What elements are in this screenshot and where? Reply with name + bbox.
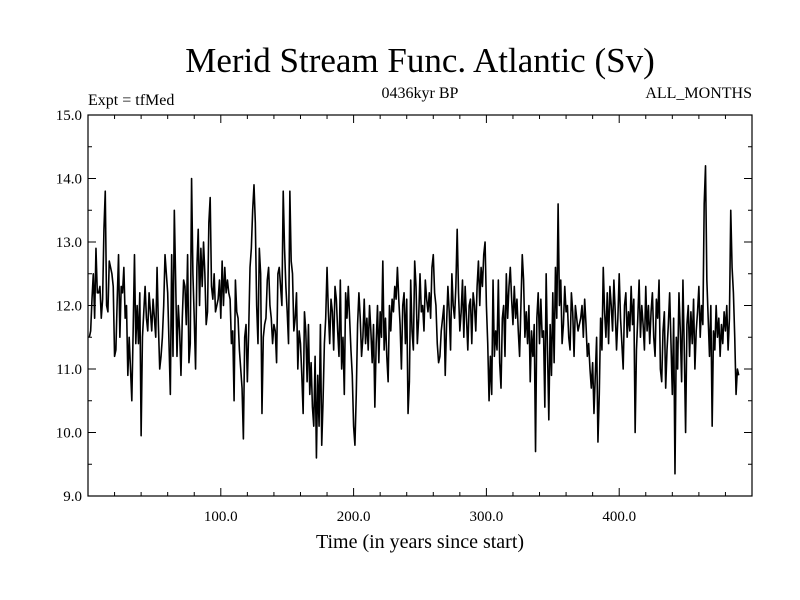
y-tick-label: 11.0 xyxy=(56,362,82,378)
x-axis-label: Time (in years since start) xyxy=(316,531,524,553)
y-tick-label: 14.0 xyxy=(56,172,82,188)
y-tick-label: 12.0 xyxy=(56,299,82,315)
period-label: 0436kyr BP xyxy=(382,85,459,102)
plot-area: 9.0 10.0 11.0 12.0 13.0 14.0 15.0 100.0 200.0 300… xyxy=(56,108,753,525)
chart-title: Merid Stream Func. Atlantic (Sv) xyxy=(185,41,655,80)
experiment-label: Expt = tfMed xyxy=(88,92,174,109)
y-tick-label: 13.0 xyxy=(56,235,82,251)
series-line-0 xyxy=(88,165,740,475)
x-tick-label: 200.0 xyxy=(337,509,371,525)
y-tick-label: 15.0 xyxy=(56,108,82,124)
x-tick-label: 100.0 xyxy=(204,509,238,525)
y-tick-label: 10.0 xyxy=(56,426,82,442)
x-tick-label: 300.0 xyxy=(470,509,504,525)
y-tick-label: 9.0 xyxy=(63,489,82,505)
x-tick-label: 400.0 xyxy=(602,509,636,525)
months-label: ALL_MONTHS xyxy=(645,85,752,102)
